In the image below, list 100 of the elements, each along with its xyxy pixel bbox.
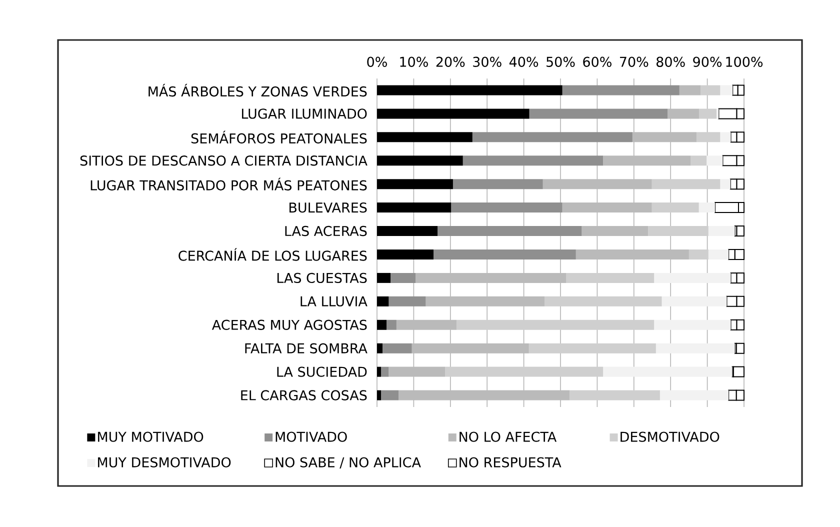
bar <box>708 226 735 236</box>
x-tick-label: 80% <box>656 56 685 67</box>
bar <box>452 179 543 190</box>
legend-label: MOTIVADO <box>276 432 347 442</box>
y-tick-label: LAS CUESTAS <box>277 272 367 284</box>
bar <box>668 108 700 119</box>
bar <box>603 156 691 166</box>
bar <box>648 226 708 236</box>
legend-label: NO LO AFECTA <box>460 432 557 442</box>
bar <box>698 202 716 213</box>
bar <box>377 85 562 96</box>
bar <box>732 366 745 378</box>
bar <box>456 320 654 330</box>
x-tick-label: 70% <box>620 56 648 67</box>
bar <box>652 202 699 213</box>
bar <box>720 179 730 190</box>
bar <box>377 366 382 377</box>
bar <box>462 156 604 166</box>
bar <box>386 320 396 330</box>
bar <box>434 249 576 260</box>
bar <box>381 366 389 377</box>
bar <box>688 249 708 260</box>
bar <box>632 132 697 142</box>
bar <box>696 132 720 142</box>
bar <box>716 108 719 119</box>
bar <box>654 320 731 330</box>
y-tick-label: LA LLUVIA <box>300 296 368 306</box>
bar <box>720 132 731 142</box>
y-tick-label: FALTA DE SOMBRA <box>245 343 368 354</box>
bar <box>662 296 727 306</box>
bar <box>542 179 652 190</box>
y-tick-label: LUGAR ILUMINADO <box>242 108 367 119</box>
legend-label: DESMOTIVADO <box>620 432 720 442</box>
bar <box>736 226 745 237</box>
bar <box>700 85 720 96</box>
bar <box>388 296 426 306</box>
y-tick-label: EL CARGAS COSAS <box>241 390 367 400</box>
bar <box>720 85 733 96</box>
bar <box>377 108 530 119</box>
bar <box>472 132 632 142</box>
bar <box>377 320 387 330</box>
y-tick-label: CERCANÍA DE LOS LUGARES <box>178 248 367 261</box>
bar <box>412 343 529 354</box>
bar <box>377 132 472 142</box>
x-tick-label: 30% <box>473 56 502 67</box>
x-tick-label: 40% <box>509 56 538 67</box>
bar <box>382 343 412 354</box>
y-tick-label: BULEVARES <box>290 202 367 213</box>
y-tick-label: LUGAR TRANSITADO POR MÁS PEATONES <box>90 178 367 190</box>
bar <box>377 226 438 236</box>
x-tick-label: 10% <box>400 56 428 67</box>
bar <box>562 202 652 213</box>
x-tick-label: 50% <box>546 56 575 67</box>
bar <box>377 343 383 354</box>
bar <box>398 390 570 400</box>
bar <box>690 156 707 166</box>
bar <box>377 156 463 166</box>
bar <box>529 108 668 119</box>
bar <box>706 156 723 166</box>
bar <box>438 226 582 236</box>
bar <box>603 366 732 377</box>
bar <box>377 179 453 190</box>
bar <box>679 85 701 96</box>
x-tick-label: 0% <box>367 56 387 67</box>
bar <box>544 296 662 306</box>
bar <box>416 272 566 283</box>
y-tick-label: LA SUCIEDAD <box>277 366 367 377</box>
bar <box>699 108 716 119</box>
bar <box>656 343 735 354</box>
y-tick-label: SITIOS DE DESCANSO A CIERTA DISTANCIA <box>80 156 368 166</box>
bar <box>396 320 457 330</box>
bar <box>566 272 654 283</box>
bar <box>377 249 434 260</box>
x-tick-label: 90% <box>693 56 722 67</box>
legend-label: MUY MOTIVADO <box>98 432 204 442</box>
bar <box>377 296 389 306</box>
bar <box>562 85 680 96</box>
bar <box>388 366 446 377</box>
bar <box>708 249 729 260</box>
bar <box>377 272 391 283</box>
legend-label: NO SABE / NO APLICA <box>276 457 421 468</box>
x-tick-label: 100% <box>726 56 763 67</box>
legend-label: NO RESPUESTA <box>460 457 562 468</box>
bar <box>381 390 399 400</box>
legend-label: MUY DESMOTIVADO <box>98 457 231 468</box>
bar <box>445 366 604 377</box>
bar <box>652 179 720 190</box>
y-tick-label: MÁS ÁRBOLES Y ZONAS VERDES <box>148 84 367 97</box>
y-tick-label: LAS ACERAS <box>285 226 367 236</box>
y-tick-label: SEMÁFOROS PEATONALES <box>191 130 367 144</box>
x-tick-label: 20% <box>436 56 465 67</box>
bar <box>660 390 729 400</box>
bar <box>377 390 382 400</box>
bar <box>377 202 452 213</box>
bar <box>576 249 689 260</box>
bar <box>570 390 660 400</box>
bar <box>426 296 545 306</box>
bar <box>451 202 562 213</box>
bar <box>390 272 416 283</box>
bar <box>654 272 731 283</box>
